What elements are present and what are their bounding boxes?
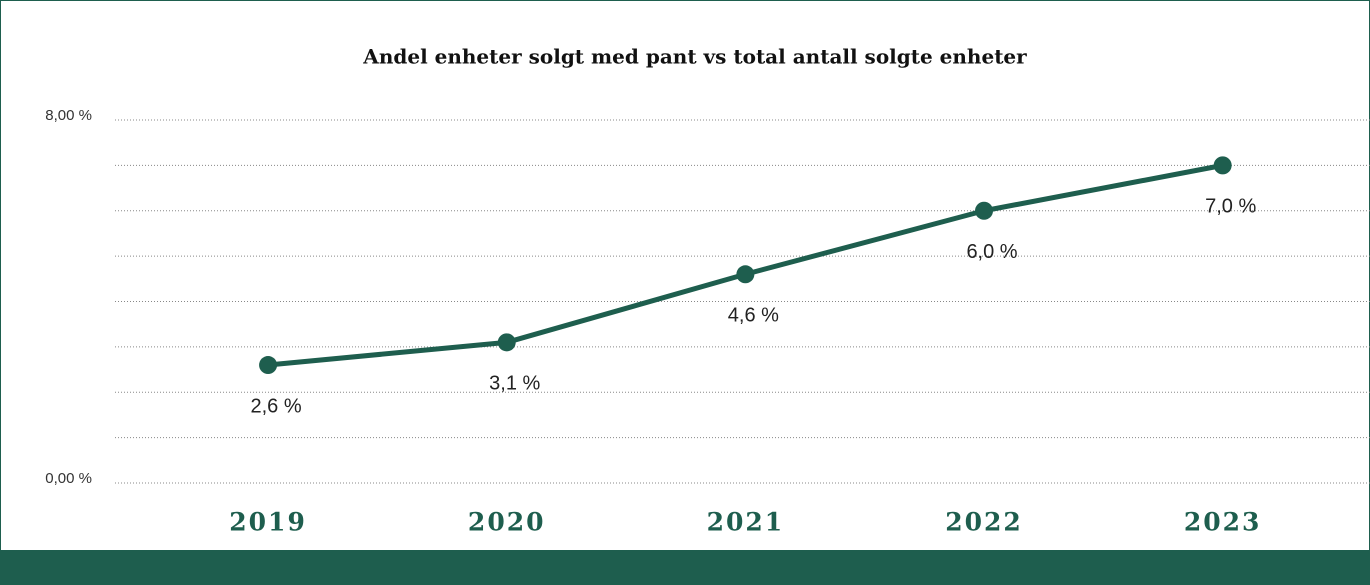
x-tick-label: 2023 (1184, 508, 1262, 537)
point (736, 265, 755, 284)
value-label: 7,0 % (1205, 196, 1256, 218)
value-label: 6,0 % (966, 241, 1017, 263)
point (259, 356, 278, 375)
x-tick-label: 2019 (229, 508, 307, 537)
point (1213, 156, 1232, 175)
chart-title: Andel enheter solgt med pant vs total an… (362, 45, 1027, 69)
footer-band (0, 550, 1370, 585)
value-label: 3,1 % (489, 373, 540, 395)
x-tick-label: 2022 (945, 508, 1023, 537)
point (497, 333, 516, 352)
x-tick-label: 2021 (707, 508, 785, 537)
y-tick-label: 8,00 % (45, 107, 92, 124)
point (975, 201, 994, 220)
value-label: 4,6 % (728, 305, 779, 327)
x-tick-label: 2020 (468, 508, 546, 537)
y-tick-label: 0,00 % (45, 470, 92, 487)
value-label: 2,6 % (250, 395, 301, 417)
